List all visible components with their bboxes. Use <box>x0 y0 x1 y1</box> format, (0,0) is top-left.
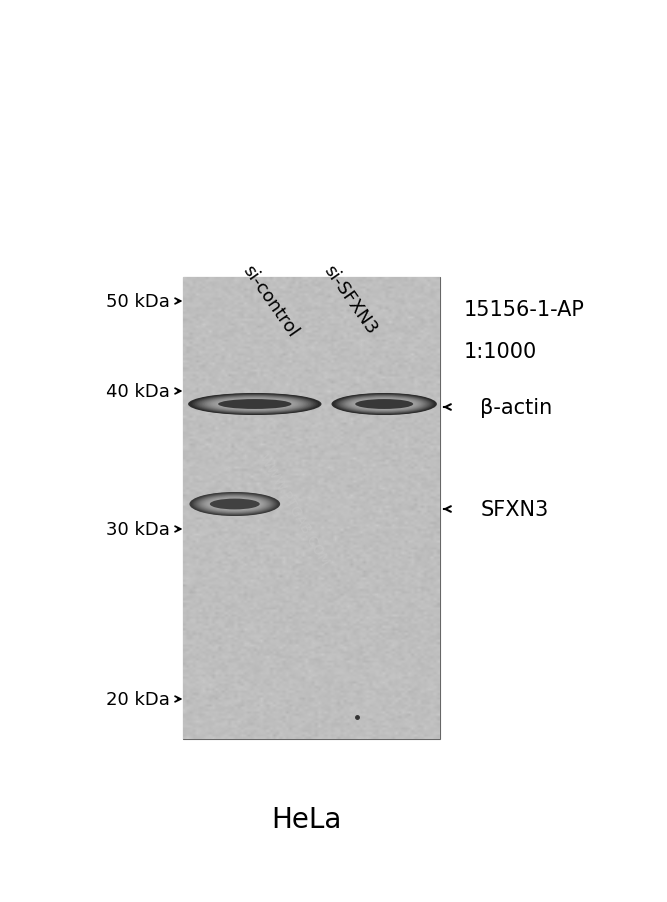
Ellipse shape <box>353 399 416 410</box>
Ellipse shape <box>349 398 420 411</box>
Text: si-SFXN3: si-SFXN3 <box>320 262 381 337</box>
Ellipse shape <box>193 394 317 415</box>
Ellipse shape <box>191 492 279 516</box>
Ellipse shape <box>195 395 315 414</box>
Ellipse shape <box>356 400 413 410</box>
Ellipse shape <box>207 498 262 511</box>
Ellipse shape <box>205 498 264 511</box>
Ellipse shape <box>331 393 437 416</box>
Ellipse shape <box>210 499 259 510</box>
Text: 20 kDa: 20 kDa <box>106 690 170 708</box>
Ellipse shape <box>354 400 414 410</box>
Text: β-actin: β-actin <box>480 398 552 418</box>
Ellipse shape <box>201 396 308 413</box>
Ellipse shape <box>209 398 300 411</box>
Ellipse shape <box>199 496 270 513</box>
Ellipse shape <box>352 399 417 410</box>
Ellipse shape <box>196 494 273 514</box>
Ellipse shape <box>215 399 295 410</box>
Ellipse shape <box>195 494 275 515</box>
Text: SFXN3: SFXN3 <box>480 500 548 520</box>
Ellipse shape <box>203 497 267 512</box>
Ellipse shape <box>193 493 277 515</box>
Ellipse shape <box>211 398 298 411</box>
Ellipse shape <box>338 395 430 414</box>
Ellipse shape <box>210 499 259 510</box>
Ellipse shape <box>216 400 293 410</box>
Ellipse shape <box>189 492 280 517</box>
Ellipse shape <box>340 396 429 413</box>
Ellipse shape <box>208 398 301 411</box>
Text: HeLa: HeLa <box>271 805 342 833</box>
Ellipse shape <box>348 398 421 411</box>
Ellipse shape <box>213 399 296 410</box>
Ellipse shape <box>218 400 291 410</box>
Ellipse shape <box>191 394 318 415</box>
Ellipse shape <box>188 393 321 416</box>
Text: 30 kDa: 30 kDa <box>106 520 170 538</box>
Ellipse shape <box>350 398 418 411</box>
Text: WWW.PTGAB.COM: WWW.PTGAB.COM <box>255 451 331 568</box>
Ellipse shape <box>333 394 436 415</box>
Ellipse shape <box>194 494 275 515</box>
Ellipse shape <box>346 397 422 412</box>
Text: 50 kDa: 50 kDa <box>106 292 170 310</box>
Text: 1:1000: 1:1000 <box>464 342 537 362</box>
Ellipse shape <box>201 496 269 513</box>
Text: 40 kDa: 40 kDa <box>106 382 170 400</box>
Text: si-control: si-control <box>239 262 301 340</box>
Ellipse shape <box>196 395 313 414</box>
Ellipse shape <box>207 397 303 412</box>
Ellipse shape <box>341 396 428 413</box>
Ellipse shape <box>344 397 425 412</box>
Ellipse shape <box>356 400 413 410</box>
Ellipse shape <box>337 395 432 414</box>
Ellipse shape <box>205 397 305 412</box>
Ellipse shape <box>342 396 426 413</box>
Ellipse shape <box>207 498 263 511</box>
Ellipse shape <box>209 499 261 511</box>
Ellipse shape <box>345 397 424 412</box>
Text: 15156-1-AP: 15156-1-AP <box>464 299 584 319</box>
Ellipse shape <box>204 497 265 511</box>
Ellipse shape <box>202 496 267 512</box>
Ellipse shape <box>334 394 434 415</box>
Ellipse shape <box>218 400 291 410</box>
Ellipse shape <box>198 396 311 413</box>
Ellipse shape <box>199 396 309 413</box>
Ellipse shape <box>336 394 433 415</box>
Ellipse shape <box>199 495 271 513</box>
Bar <box>183 278 440 739</box>
Ellipse shape <box>190 394 320 415</box>
Ellipse shape <box>191 493 278 516</box>
Ellipse shape <box>197 495 272 514</box>
Ellipse shape <box>203 397 307 412</box>
